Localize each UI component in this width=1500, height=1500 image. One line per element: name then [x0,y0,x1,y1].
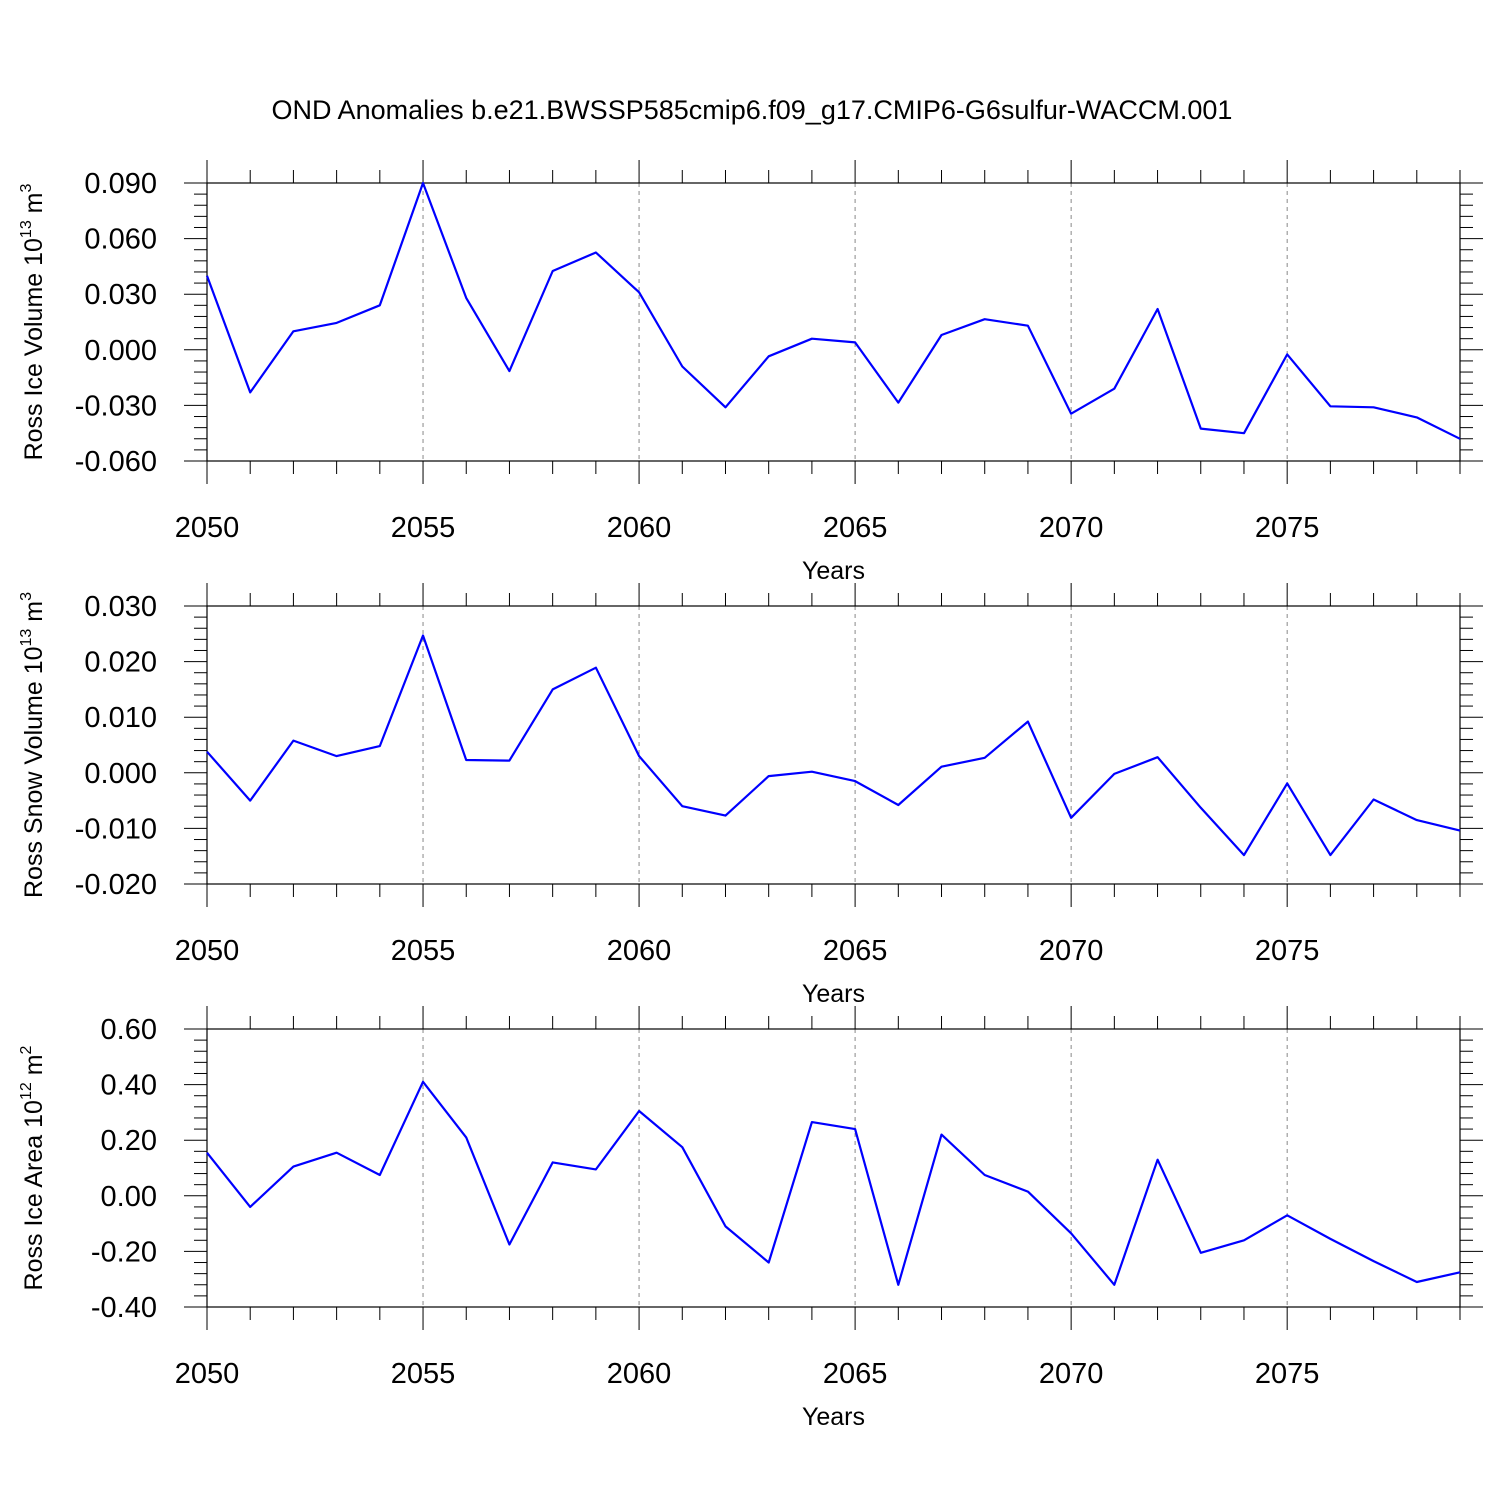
ytick-label: 0.00 [101,1181,157,1213]
ytick-label: 0.030 [84,279,157,311]
ytick-label: 0.090 [84,168,157,200]
ytick-label: -0.20 [91,1236,157,1268]
xtick-label: 2050 [175,935,240,967]
ytick-label: 0.000 [84,758,157,790]
xtick-label: 2060 [607,935,672,967]
xtick-label: 2060 [607,1358,672,1390]
ytick-label: 0.060 [84,224,157,256]
xtick-label: 2060 [607,512,672,544]
xtick-label: 2055 [391,935,456,967]
ytick-label: 0.60 [101,1014,157,1046]
xtick-label: 2070 [1039,1358,1104,1390]
xtick-label: 2050 [175,512,240,544]
xtick-label: 2055 [391,1358,456,1390]
panel-2: 0.030 0.020 0.010 0.000 -0.010 -0.020 2050 2055… [18,583,1483,1008]
ytick-label: 0.010 [84,702,157,734]
ytick-label: -0.40 [91,1292,157,1324]
chart-title: OND Anomalies b.e21.BWSSP585cmip6.f09_g1… [272,95,1233,125]
plot-frame [206,605,1461,885]
xtick-label: 2075 [1255,935,1320,967]
plot-frame [206,1028,1461,1308]
panel-1: 0.090 0.060 0.030 0.000 -0.030 -0.060 2050 2055… [18,160,1483,585]
series-line-1 [206,1080,1461,1286]
xtick-label: 2070 [1039,935,1104,967]
xtick-label: 2050 [175,1358,240,1390]
y-axis-title: Ross Snow Volume 1013 m3 [18,592,48,898]
x-axis-title: Years [802,1403,865,1431]
ytick-label: 0.000 [84,335,157,367]
ytick-label: 0.20 [101,1125,157,1157]
ytick-label: 0.40 [101,1070,157,1102]
xtick-label: 2070 [1039,512,1104,544]
xtick-label: 2065 [823,935,888,967]
xtick-label: 2055 [391,512,456,544]
ytick-label: 0.030 [84,591,157,623]
ytick-label: -0.030 [75,390,157,422]
ytick-label: -0.010 [75,813,157,845]
xtick-label: 2075 [1255,1358,1320,1390]
panel-3: 0.60 0.40 0.20 0.00 -0.20 -0.40 2050 2055 2060 20… [18,1006,1483,1431]
xtick-label: 2065 [823,1358,888,1390]
y-axis-title: Ross Ice Volume 1013 m3 [18,183,48,460]
plot-frame [206,182,1461,462]
ytick-label: 0.020 [84,647,157,679]
y-axis-title: Ross Ice Area 1012 m2 [18,1045,48,1290]
ytick-label: -0.060 [75,446,157,478]
series-line-1 [206,634,1461,857]
series-line-1 [205,181,1461,440]
xtick-label: 2065 [823,512,888,544]
ytick-label: -0.020 [75,869,157,901]
x-axis-title: Years [802,980,865,1008]
x-axis-title: Years [802,557,865,585]
xtick-label: 2075 [1255,512,1320,544]
